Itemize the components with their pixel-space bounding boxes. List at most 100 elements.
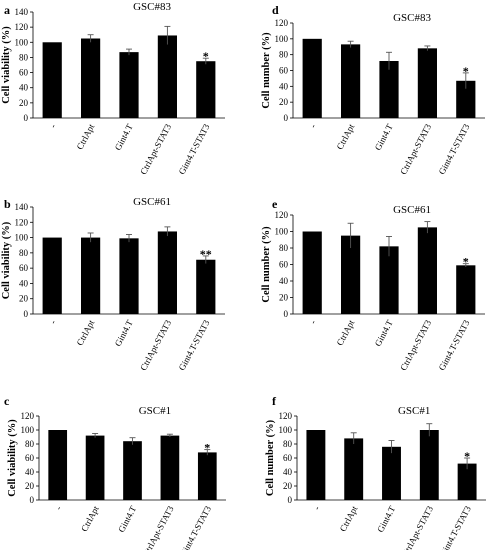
bar-0 <box>306 430 326 500</box>
x-tick-label: - <box>48 318 58 325</box>
y-tick-label: 20 <box>19 98 29 108</box>
panel-letter: e <box>272 197 278 211</box>
panel-letter: c <box>4 394 10 408</box>
bar-3 <box>417 48 437 119</box>
x-tick-label: - <box>48 122 58 129</box>
bar-3 <box>419 430 439 500</box>
chart-title: GSC#1 <box>398 405 430 417</box>
y-tick-label: 40 <box>279 276 289 286</box>
y-tick-label: 40 <box>19 278 29 288</box>
y-tick-label: 120 <box>279 411 293 421</box>
x-tick-label: - <box>311 504 321 511</box>
panel-letter: a <box>4 3 10 17</box>
panel-letter: d <box>272 3 279 17</box>
bar-2 <box>123 441 142 500</box>
bar-3 <box>157 35 177 118</box>
y-tick-label: 60 <box>279 66 289 76</box>
y-tick-label: 20 <box>279 97 289 107</box>
y-tick-label: 60 <box>279 260 289 270</box>
x-tick-label: Gint4.T <box>375 504 397 534</box>
bar-0 <box>302 38 322 119</box>
y-tick-label: 80 <box>283 439 293 449</box>
y-tick-label: 40 <box>279 81 289 91</box>
y-tick-label: 60 <box>19 68 29 78</box>
y-tick-label: 120 <box>21 411 35 421</box>
y-tick-label: 20 <box>19 294 29 304</box>
y-axis-label: Cell number (%) <box>265 419 276 496</box>
y-tick-label: 140 <box>15 7 29 17</box>
x-tick-label: Gint4.T-STAT3 <box>437 318 472 372</box>
significance-mark: * <box>464 449 470 463</box>
y-axis-label: Cell viability (%) <box>1 26 12 104</box>
x-tick-label: CtrlApt-STAT3 <box>138 318 173 372</box>
x-tick-label: CtrlApt-STAT3 <box>141 504 176 550</box>
y-tick-label: 80 <box>279 50 289 60</box>
x-tick-label: - <box>308 122 318 129</box>
x-tick-label: Gint4.T <box>113 318 135 348</box>
bar-2 <box>379 246 399 314</box>
x-tick-label: - <box>308 318 318 325</box>
bar-1 <box>81 38 101 118</box>
y-tick-label: 40 <box>25 467 35 477</box>
panel-letter: f <box>272 394 277 408</box>
bar-4 <box>196 259 216 314</box>
y-tick-label: 100 <box>15 233 29 243</box>
x-tick-label: CtrlApt <box>335 122 357 151</box>
bar-3 <box>417 227 437 314</box>
x-tick-label: Gint4.T-STAT3 <box>178 504 213 550</box>
x-tick-label: Gint4.T <box>373 122 395 152</box>
x-tick-label: CtrlApt <box>79 504 101 533</box>
bar-2 <box>382 446 401 500</box>
y-tick-label: 40 <box>19 83 29 93</box>
x-tick-label: CtrlApt <box>338 504 360 533</box>
y-tick-label: 80 <box>25 439 35 449</box>
bar-1 <box>341 235 361 314</box>
y-axis-label: Cell viability (%) <box>7 419 18 497</box>
bar-0 <box>302 231 322 314</box>
bar-0 <box>42 237 62 314</box>
bar-3 <box>157 231 177 314</box>
bar-2 <box>119 238 139 314</box>
y-tick-label: 0 <box>24 309 29 319</box>
y-tick-label: 140 <box>15 202 29 212</box>
y-tick-label: 120 <box>15 22 29 32</box>
y-tick-label: 0 <box>284 309 289 319</box>
y-tick-label: 60 <box>19 263 29 273</box>
significance-mark: * <box>463 255 469 269</box>
significance-mark: ** <box>200 247 212 261</box>
bar-4 <box>457 463 477 500</box>
bar-3 <box>160 435 180 500</box>
y-tick-label: 80 <box>19 248 29 258</box>
bar-4 <box>456 265 476 314</box>
x-tick-label: Gint4.T <box>116 504 138 534</box>
x-tick-label: CtrlApt-STAT3 <box>138 122 173 176</box>
chart-title: GSC#61 <box>393 204 431 216</box>
y-axis-label: Cell number (%) <box>261 226 272 303</box>
y-tick-label: 20 <box>25 481 35 491</box>
y-tick-label: 80 <box>19 52 29 62</box>
y-tick-label: 60 <box>283 453 293 463</box>
y-tick-label: 100 <box>21 425 35 435</box>
significance-mark: * <box>203 49 209 63</box>
x-tick-label: Gint4.T-STAT3 <box>177 122 212 176</box>
chart-title: GSC#83 <box>133 1 171 13</box>
x-tick-label: Gint4.T <box>113 122 135 152</box>
y-tick-label: 0 <box>288 495 293 505</box>
x-tick-label: - <box>53 504 63 511</box>
x-tick-label: Gint4.T-STAT3 <box>177 318 212 372</box>
bar-0 <box>48 430 68 500</box>
x-tick-label: CtrlApt <box>75 318 97 347</box>
y-tick-label: 20 <box>279 293 289 303</box>
significance-mark: * <box>204 441 210 455</box>
x-tick-label: CtrlApt <box>335 318 357 347</box>
x-tick-label: CtrlApt-STAT3 <box>398 122 433 176</box>
significance-mark: * <box>463 64 469 78</box>
y-tick-label: 120 <box>275 18 289 28</box>
y-tick-label: 0 <box>24 113 29 123</box>
